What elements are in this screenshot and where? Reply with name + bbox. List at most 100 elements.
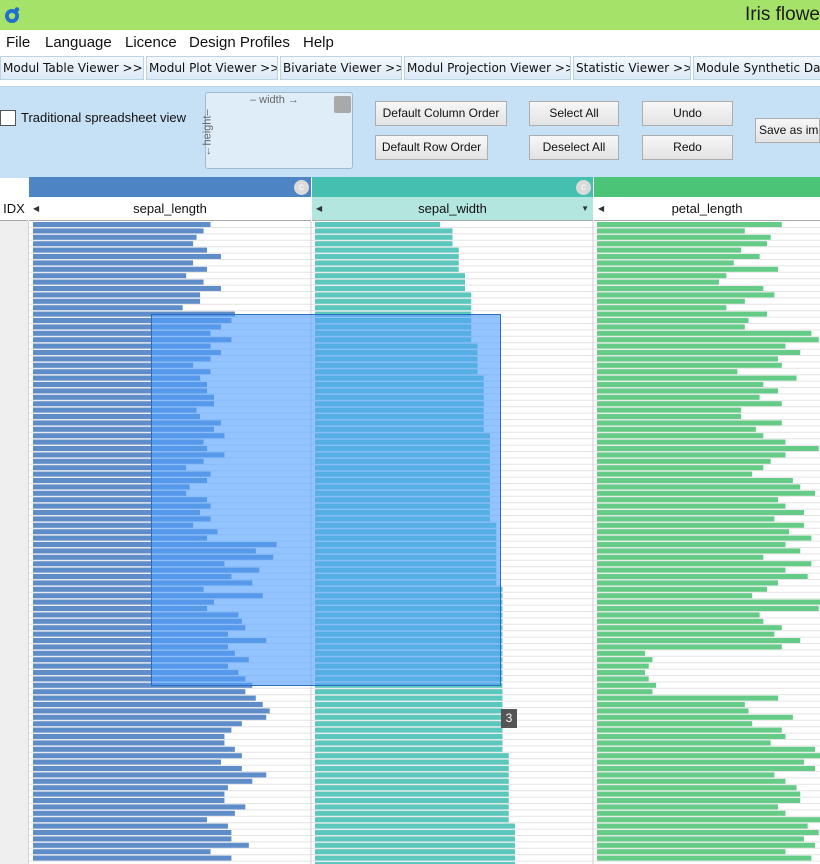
sepal_width-bar[interactable]	[315, 842, 515, 848]
sepal_length-bar[interactable]	[33, 337, 232, 343]
petal_length-bar[interactable]	[597, 375, 797, 381]
sepal_length-bar[interactable]	[33, 638, 267, 643]
sepal_length-bar[interactable]	[33, 375, 201, 381]
sepal_length-bar[interactable]	[33, 247, 208, 253]
petal_length-bar[interactable]	[597, 734, 786, 739]
sepal_length-bar[interactable]	[33, 401, 215, 407]
sepal_length-bar[interactable]	[33, 484, 190, 490]
petal_length-bar[interactable]	[597, 798, 801, 803]
petal_length-bar[interactable]	[597, 503, 786, 509]
petal_length-bar[interactable]	[597, 772, 775, 778]
petal_length-bar[interactable]	[597, 350, 801, 355]
petal_length-bar[interactable]	[597, 766, 816, 771]
sepal_length-bar[interactable]	[33, 714, 267, 720]
sepal-width-header[interactable]: ◀ sepal_width ▼	[312, 197, 593, 221]
petal_length-bar[interactable]	[597, 631, 775, 637]
petal_length-bar[interactable]	[597, 778, 786, 784]
sepal_length-bar[interactable]	[33, 439, 204, 445]
petal_length-bar[interactable]	[597, 689, 653, 695]
petal_length-bar[interactable]	[597, 241, 767, 247]
petal_length-bar[interactable]	[597, 740, 771, 746]
menu-language[interactable]: Language	[45, 34, 112, 51]
sepal_length-bar[interactable]	[33, 362, 194, 368]
petal_length-bar[interactable]	[597, 510, 804, 515]
cell-size-control[interactable]: – width → ←height–	[202, 92, 353, 169]
sepal_width-bar[interactable]	[315, 804, 509, 810]
petal_length-bar[interactable]	[597, 618, 764, 624]
petal_length-bar[interactable]	[597, 791, 801, 797]
sepal_width-bar[interactable]	[315, 247, 459, 253]
sepal_width-bar[interactable]	[315, 746, 503, 752]
sepal_width-bar[interactable]	[315, 855, 515, 861]
sepal_length-bar[interactable]	[33, 458, 204, 464]
sepal_width-bar[interactable]	[315, 817, 509, 823]
sepal_length-bar[interactable]	[33, 740, 225, 746]
petal_length-bar[interactable]	[597, 247, 742, 253]
sepal_length-bar[interactable]	[33, 266, 208, 272]
sepal_width-bar[interactable]	[315, 721, 503, 727]
sepal_length-bar[interactable]	[33, 580, 253, 586]
petal_length-bar[interactable]	[597, 823, 808, 829]
modul-projection-viewer-button[interactable]: Modul Projection Viewer >>	[404, 56, 571, 80]
sepal_length-bar[interactable]	[33, 612, 239, 618]
sepal_length-bar[interactable]	[33, 842, 249, 848]
petal_length-bar[interactable]	[597, 279, 719, 285]
petal_length-bar[interactable]	[597, 394, 760, 400]
petal_length-bar[interactable]	[597, 638, 801, 643]
petal_length-bar[interactable]	[597, 484, 801, 490]
petal_length-bar[interactable]	[597, 298, 745, 304]
sepal_width-bar[interactable]	[315, 260, 459, 266]
menu-file[interactable]: File	[6, 34, 31, 51]
sepal_length-bar[interactable]	[33, 849, 211, 855]
selection-rectangle[interactable]	[151, 314, 501, 686]
sepal_length-bar[interactable]	[33, 414, 201, 419]
sepal_width-bar[interactable]	[315, 759, 509, 765]
sort-descending-icon[interactable]: ▼	[581, 204, 589, 213]
sepal_length-bar[interactable]	[33, 452, 225, 458]
sepal_width-bar[interactable]	[315, 234, 453, 240]
column-config-icon[interactable]: c	[294, 180, 309, 195]
petal_length-bar[interactable]	[597, 382, 764, 387]
sepal_length-bar[interactable]	[33, 708, 270, 714]
petal_length-bar[interactable]	[597, 836, 804, 842]
petal_length-bar[interactable]	[597, 522, 804, 528]
sepal_length-bar[interactable]	[33, 606, 208, 611]
petal_length-bar[interactable]	[597, 849, 786, 855]
sepal_width-bar[interactable]	[315, 292, 472, 298]
petal_length-bar[interactable]	[597, 420, 782, 426]
sepal_length-bar[interactable]	[33, 222, 211, 227]
sepal-length-band[interactable]: c	[29, 177, 311, 197]
petal_length-bar[interactable]	[597, 810, 786, 816]
module-synthetic-data-button[interactable]: Module Synthetic Data	[693, 56, 820, 80]
petal_length-bar[interactable]	[597, 561, 812, 567]
petal_length-bar[interactable]	[597, 708, 749, 714]
petal_length-bar[interactable]	[597, 228, 745, 234]
petal_length-bar[interactable]	[597, 759, 804, 765]
petal_length-bar[interactable]	[597, 612, 760, 618]
sepal_length-bar[interactable]	[33, 804, 246, 810]
sepal_length-bar[interactable]	[33, 721, 242, 727]
sepal_width-bar[interactable]	[315, 778, 509, 784]
modul-table-viewer-button[interactable]: Modul Table Viewer >>	[0, 56, 144, 80]
sepal_length-bar[interactable]	[33, 426, 215, 432]
sepal_length-bar[interactable]	[33, 791, 225, 797]
petal_length-bar[interactable]	[597, 260, 734, 266]
sepal_width-bar[interactable]	[315, 862, 515, 864]
bivariate-viewer-button[interactable]: Bivariate Viewer >>	[280, 56, 402, 80]
sepal_length-bar[interactable]	[33, 324, 221, 330]
sepal_length-bar[interactable]	[33, 471, 211, 477]
sepal_length-bar[interactable]	[33, 631, 228, 637]
petal_length-bar[interactable]	[597, 305, 727, 311]
sepal_width-bar[interactable]	[315, 298, 472, 304]
petal_length-bar[interactable]	[597, 830, 819, 835]
petal_length-bar[interactable]	[597, 670, 646, 675]
petal_length-bar[interactable]	[597, 471, 753, 477]
petal_length-bar[interactable]	[597, 855, 812, 861]
sepal_length-bar[interactable]	[33, 254, 221, 259]
petal_length-bar[interactable]	[597, 273, 727, 279]
petal_length-bar[interactable]	[597, 804, 779, 810]
menu-help[interactable]: Help	[303, 34, 334, 51]
petal_length-bar[interactable]	[597, 625, 782, 631]
petal_length-bar[interactable]	[597, 234, 771, 240]
petal_length-bar[interactable]	[597, 439, 786, 445]
